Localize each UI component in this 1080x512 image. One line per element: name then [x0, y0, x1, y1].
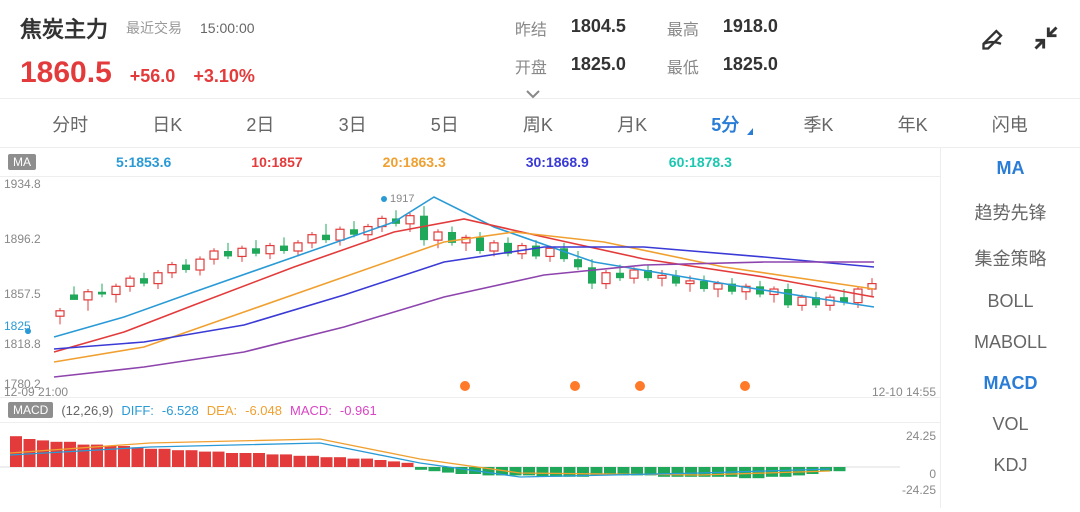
y-axis-label: 1825 — [4, 319, 31, 333]
x-axis-start: 12-09 21:00 — [4, 385, 68, 399]
event-dot[interactable] — [570, 381, 580, 391]
price-change: +56.0 — [130, 66, 176, 87]
event-dot[interactable] — [740, 381, 750, 391]
open-value: 1825.0 — [571, 54, 661, 78]
macd-y-label: -24.25 — [902, 483, 936, 497]
tab-6[interactable]: 月K — [617, 111, 647, 137]
point-label: 1917 — [390, 193, 414, 205]
header-left: 焦炭主力 最近交易 15:00:00 1860.5 +56.0 +3.10% — [20, 12, 255, 90]
event-dot[interactable] — [460, 381, 470, 391]
macd-tag: MACD — [8, 402, 53, 418]
indicator-BOLL[interactable]: BOLL — [941, 281, 1080, 322]
x-axis-end: 12-10 14:55 — [872, 385, 936, 399]
macd-label: MACD: — [290, 403, 332, 418]
last-trade-time: 15:00:00 — [200, 20, 255, 36]
macd-params: (12,26,9) — [61, 403, 113, 418]
tab-4[interactable]: 5日 — [431, 111, 459, 137]
macd-y-label: 24.25 — [906, 429, 936, 443]
ma-legend-item-1: 10:1857 — [251, 154, 302, 170]
tab-8[interactable]: 季K — [803, 111, 833, 137]
y-axis-label: 1896.2 — [4, 232, 41, 246]
y-axis-label: 1934.8 — [4, 177, 41, 191]
timeframe-tabs: 分时 日K 2日 3日 5日 周K 月K 5分 季K 年K 闪电 — [0, 99, 1080, 148]
indicator-MACD[interactable]: MACD — [941, 363, 1080, 404]
price-change-pct: +3.10% — [193, 66, 255, 87]
indicator-VOL[interactable]: VOL — [941, 404, 1080, 445]
draw-icon[interactable] — [980, 24, 1008, 52]
dea-label: DEA: — [207, 403, 237, 418]
main: MA 5:1853.6 10:1857 20:1863.3 30:1868.9 60:1… — [0, 148, 1080, 508]
y-axis-label: 1818.8 — [4, 337, 41, 351]
indicator-KDJ[interactable]: KDJ — [941, 445, 1080, 486]
symbol-name: 焦炭主力 — [20, 12, 108, 44]
event-dot[interactable] — [635, 381, 645, 391]
dea-value: -6.048 — [245, 403, 282, 418]
last-trade-label: 最近交易 — [126, 18, 182, 38]
chevron-down-icon[interactable] — [525, 86, 541, 104]
diff-value: -6.528 — [162, 403, 199, 418]
macd-chart[interactable]: 24.250-24.25 — [0, 423, 940, 493]
high-value: 1918.0 — [723, 16, 813, 40]
low-value: 1825.0 — [723, 54, 813, 78]
indicator-集金策略[interactable]: 集金策略 — [941, 235, 1080, 281]
header: 焦炭主力 最近交易 15:00:00 1860.5 +56.0 +3.10% 昨… — [0, 0, 1080, 99]
ma-legend-item-2: 20:1863.3 — [383, 154, 446, 170]
candlestick-chart[interactable]: 1934.81896.21857.518251818.81780.212-09 … — [0, 177, 940, 397]
ma-legend-item-4: 60:1878.3 — [669, 154, 732, 170]
prev-close-label: 昨结 — [515, 16, 565, 40]
indicator-趋势先锋[interactable]: 趋势先锋 — [941, 189, 1080, 235]
tab-1[interactable]: 日K — [152, 111, 182, 137]
macd-value: -0.961 — [340, 403, 377, 418]
tab-2[interactable]: 2日 — [246, 111, 274, 137]
ma-tag: MA — [8, 154, 36, 170]
ma-legend: MA 5:1853.6 10:1857 20:1863.3 30:1868.9 60:1… — [0, 148, 940, 177]
indicator-MABOLL[interactable]: MABOLL — [941, 322, 1080, 363]
low-label: 最低 — [667, 54, 717, 78]
diff-label: DIFF: — [121, 403, 154, 418]
tab-7[interactable]: 5分 — [711, 111, 739, 137]
macd-y-label: 0 — [929, 467, 936, 481]
high-label: 最高 — [667, 16, 717, 40]
prev-close-value: 1804.5 — [571, 16, 661, 40]
y-axis-label: 1857.5 — [4, 287, 41, 301]
tab-10[interactable]: 闪电 — [992, 111, 1028, 137]
collapse-icon[interactable] — [1032, 24, 1060, 52]
last-price: 1860.5 — [20, 56, 112, 90]
open-label: 开盘 — [515, 54, 565, 78]
tab-0[interactable]: 分时 — [52, 111, 88, 137]
indicator-MA[interactable]: MA — [941, 148, 1080, 189]
tab-5[interactable]: 周K — [523, 111, 553, 137]
tab-9[interactable]: 年K — [898, 111, 928, 137]
tab-3[interactable]: 3日 — [339, 111, 367, 137]
ma-legend-item-0: 5:1853.6 — [116, 154, 171, 170]
header-actions — [980, 12, 1060, 52]
ma-legend-item-3: 30:1868.9 — [526, 154, 589, 170]
chart-column: MA 5:1853.6 10:1857 20:1863.3 30:1868.9 60:1… — [0, 148, 940, 508]
indicator-sidebar: MA趋势先锋集金策略BOLLMABOLLMACDVOLKDJ — [940, 148, 1080, 508]
macd-legend: MACD (12,26,9) DIFF: -6.528 DEA: -6.048 … — [0, 397, 940, 423]
header-stats: 昨结 1804.5 最高 1918.0 开盘 1825.0 最低 1825.0 — [515, 12, 813, 78]
